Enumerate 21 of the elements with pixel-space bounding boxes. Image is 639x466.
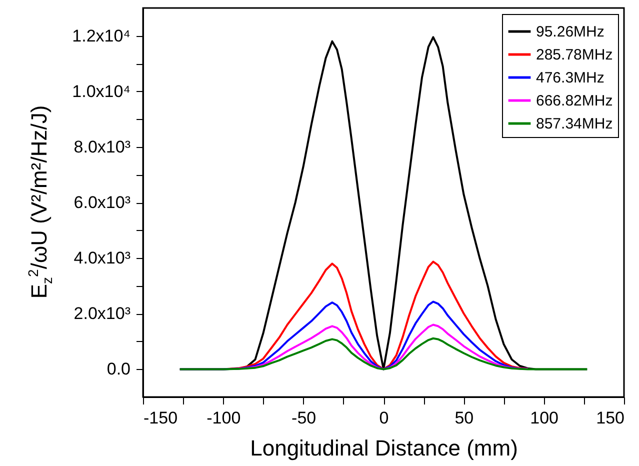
legend-label: 476.3MHz	[536, 70, 604, 86]
x-tick-label: -100	[206, 408, 241, 428]
x-tick-label: -50	[292, 408, 316, 428]
x-tick-label: -150	[144, 408, 178, 428]
y-tick-label: 1.2x10⁴	[72, 26, 130, 46]
legend-label: 857.34MHz	[536, 116, 613, 132]
y-tick-label: 8.0x10³	[74, 137, 131, 156]
y-tick-label: 6.0x10³	[74, 193, 131, 212]
y-tick-label: 1.0x10⁴	[72, 82, 130, 101]
x-tick-label: 0	[379, 408, 389, 428]
x-tick-label: 150	[596, 408, 624, 428]
y-tick-label: 0.0	[106, 360, 130, 379]
x-tick-label: 50	[454, 408, 474, 428]
y-tick-label: 2.0x10³	[74, 304, 131, 324]
legend-label: 95.26MHz	[536, 24, 604, 40]
line-series	[178, 337, 588, 370]
legend-label: 666.82MHz	[536, 92, 613, 110]
x-axis-title: Longitudinal Distance (mm)	[250, 436, 518, 460]
y-tick-label: 4.0x10³	[74, 248, 131, 268]
legend-label: 285.78MHz	[536, 46, 613, 64]
x-tick-label: 100	[530, 408, 559, 428]
